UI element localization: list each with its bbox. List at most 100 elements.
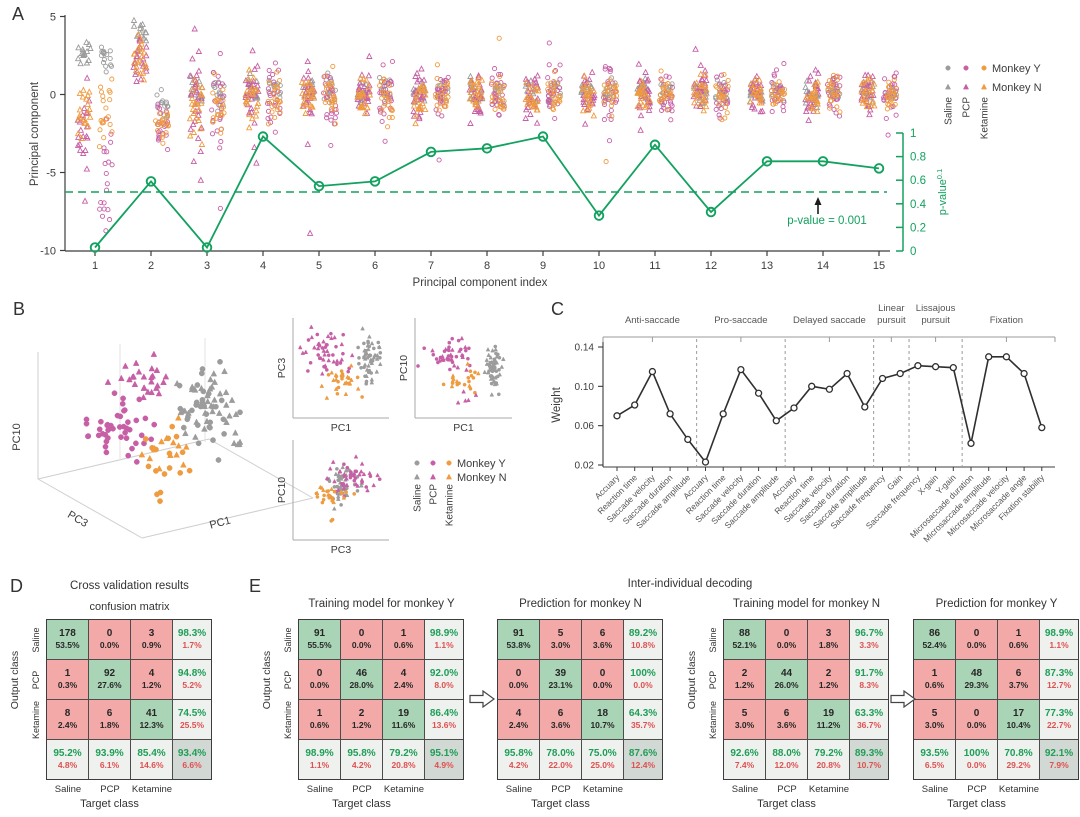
inter-individual-title: Inter-individual decoding bbox=[627, 578, 753, 590]
group-header: Anti-saccade bbox=[625, 315, 680, 326]
col-summary-cell: 100% 0.0% bbox=[956, 740, 997, 779]
matrix-cell: 18 10.7% bbox=[582, 700, 623, 739]
panel-d-cross-validation: Cross validation results confusion matrix… bbox=[0, 570, 250, 817]
target-class-tick: Ketamine bbox=[998, 784, 1040, 795]
matrix-cell: 1 0.3% bbox=[47, 660, 88, 699]
target-class-label: Target class bbox=[757, 798, 816, 810]
legend-drug-label: Saline bbox=[944, 97, 955, 125]
col-summary-cell: 93.5% 6.5% bbox=[914, 740, 955, 779]
y-tick-label: 0 bbox=[50, 90, 56, 102]
matrix-cell: 0 0.0% bbox=[582, 660, 623, 699]
total-cell: 89.3% 10.7% bbox=[850, 740, 888, 779]
col-summary-cell: 95.8% 4.2% bbox=[341, 740, 382, 779]
matrix-cell: 6 3.6% bbox=[582, 620, 623, 659]
pvalue-tick-label: 0.2 bbox=[910, 222, 926, 234]
matrix-cell: 44 26.0% bbox=[766, 660, 807, 699]
matrix-cell: 2 1.2% bbox=[808, 660, 849, 699]
legend-drug-label: Saline bbox=[413, 484, 424, 512]
col-summary-cell: 98.9% 1.1% bbox=[299, 740, 340, 779]
row-summary-cell: 98.9% 1.1% bbox=[1040, 620, 1078, 659]
group-header: pursuit bbox=[921, 315, 950, 326]
x-tick-label: 4 bbox=[260, 260, 266, 272]
legend-drug-label: Ketamine bbox=[980, 97, 991, 140]
target-class-tick: PCP bbox=[352, 784, 372, 795]
matrix-cell: 1 0.6% bbox=[299, 700, 340, 739]
legend-label-monkey-y: Monkey Y bbox=[457, 458, 506, 470]
subplot-x-label: PC1 bbox=[453, 422, 474, 434]
subplot-points bbox=[416, 335, 506, 405]
pvalue-annotation: p-value = 0.001 bbox=[787, 215, 867, 227]
confusion-grid: 91 55.5% 0 0.0% 1 0.6% 98.9% 1.1% 0 0.0% 46 28.0% 4 2… bbox=[298, 619, 464, 780]
weight-series bbox=[613, 353, 1046, 466]
subplot-points bbox=[314, 454, 382, 523]
matrix-cell: 4 1.2% bbox=[131, 660, 172, 699]
matrix-cell: 92 27.6% bbox=[89, 660, 130, 699]
x-tick-label: 3 bbox=[204, 260, 210, 272]
matrix-cell: 6 3.6% bbox=[766, 700, 807, 739]
y-tick-label: 0.14 bbox=[575, 343, 595, 354]
row-summary-cell: 86.4% 13.6% bbox=[425, 700, 463, 739]
output-class-label: Output class bbox=[9, 650, 21, 710]
axis-label-pc3: PC3 bbox=[65, 509, 90, 530]
panel-label-e: E bbox=[249, 576, 262, 596]
row-summary-cell: 92.0% 8.0% bbox=[425, 660, 463, 699]
x-tick-label: 12 bbox=[705, 260, 717, 272]
pvalue-tick-label: 0.6 bbox=[910, 175, 926, 187]
group-header: Fixation bbox=[990, 315, 1023, 326]
col-summary-cell: 88.0% 12.0% bbox=[766, 740, 807, 779]
output-class-tick: Saline bbox=[708, 627, 718, 653]
matrix-cell: 88 52.1% bbox=[724, 620, 765, 659]
group-header: pursuit bbox=[877, 315, 906, 326]
target-class-tick: Saline bbox=[505, 784, 533, 795]
row-summary-cell: 77.3% 22.7% bbox=[1040, 700, 1078, 739]
panel-c-axes: 0.02 0.06 0.10 0.14 Weight bbox=[551, 342, 1055, 472]
target-class-tick: Saline bbox=[54, 784, 82, 795]
y-tick-label: 0.02 bbox=[575, 461, 595, 472]
matrix-cell: 5 3.0% bbox=[914, 700, 955, 739]
target-class-label: Target class bbox=[332, 798, 391, 810]
legend-drug-label: PCP bbox=[429, 484, 440, 505]
output-class-tick: Ketamine bbox=[708, 700, 718, 740]
cross-validation-matrix: Cross validation results confusion matrix… bbox=[0, 570, 230, 817]
col-summary-cell: 79.2% 20.8% bbox=[808, 740, 849, 779]
decoding-matrix-1: Training model for monkey Y 91 55.5% 0 0.0% 1… bbox=[250, 570, 480, 817]
matrix-cell: 178 53.5% bbox=[47, 620, 88, 659]
target-class-tick: PCP bbox=[777, 784, 797, 795]
legend-label-monkey-y: Monkey Y bbox=[992, 63, 1041, 75]
matrix-cell: 86 52.4% bbox=[914, 620, 955, 659]
target-class-tick: Ketamine bbox=[131, 784, 173, 795]
subplot-y-label: PC3 bbox=[276, 358, 288, 379]
group-brackets bbox=[602, 336, 1056, 342]
row-summary-cell: 96.7% 3.3% bbox=[850, 620, 888, 659]
output-class-tick: Saline bbox=[31, 627, 41, 653]
legend-drug-label: Ketamine bbox=[445, 484, 456, 527]
pvalue-tick-label: 0.4 bbox=[910, 199, 927, 211]
matrix-cell: 6 3.6% bbox=[540, 700, 581, 739]
pvalue-tick-label: 0 bbox=[910, 246, 916, 258]
x-tick-label: 15 bbox=[873, 260, 885, 272]
row-summary-cell: 64.3% 35.7% bbox=[624, 700, 662, 739]
output-class-tick: Saline bbox=[283, 627, 293, 653]
x-tick-label: 1 bbox=[92, 260, 98, 272]
matrix-cell: 4 2.4% bbox=[498, 700, 539, 739]
group-header: Delayed saccade bbox=[793, 315, 866, 326]
y-tick-label: 0.10 bbox=[575, 382, 595, 393]
panel-label-d: D bbox=[10, 576, 23, 596]
matrix-cell: 1 0.6% bbox=[998, 620, 1039, 659]
matrix-cell: 4 2.4% bbox=[383, 660, 424, 699]
matrix-cell: 8 2.4% bbox=[47, 700, 88, 739]
matrix-cell: 41 12.3% bbox=[131, 700, 172, 739]
group-header: Pro-saccade bbox=[714, 315, 767, 326]
y-tick-label: 5 bbox=[50, 12, 56, 24]
col-summary-cell: 85.4% 14.6% bbox=[131, 740, 172, 779]
matrix-cell: 6 1.8% bbox=[89, 700, 130, 739]
matrix-title: Prediction for monkey N bbox=[519, 598, 642, 610]
pc-scatter-points bbox=[74, 16, 900, 236]
pvalue-axis-label: p-value0.1 bbox=[935, 169, 949, 216]
row-summary-cell: 94.8% 5.2% bbox=[173, 660, 211, 699]
matrix-cell: 91 55.5% bbox=[299, 620, 340, 659]
matrix-cell: 1 0.6% bbox=[914, 660, 955, 699]
target-class-tick: Saline bbox=[731, 784, 759, 795]
target-class-tick: PCP bbox=[551, 784, 571, 795]
